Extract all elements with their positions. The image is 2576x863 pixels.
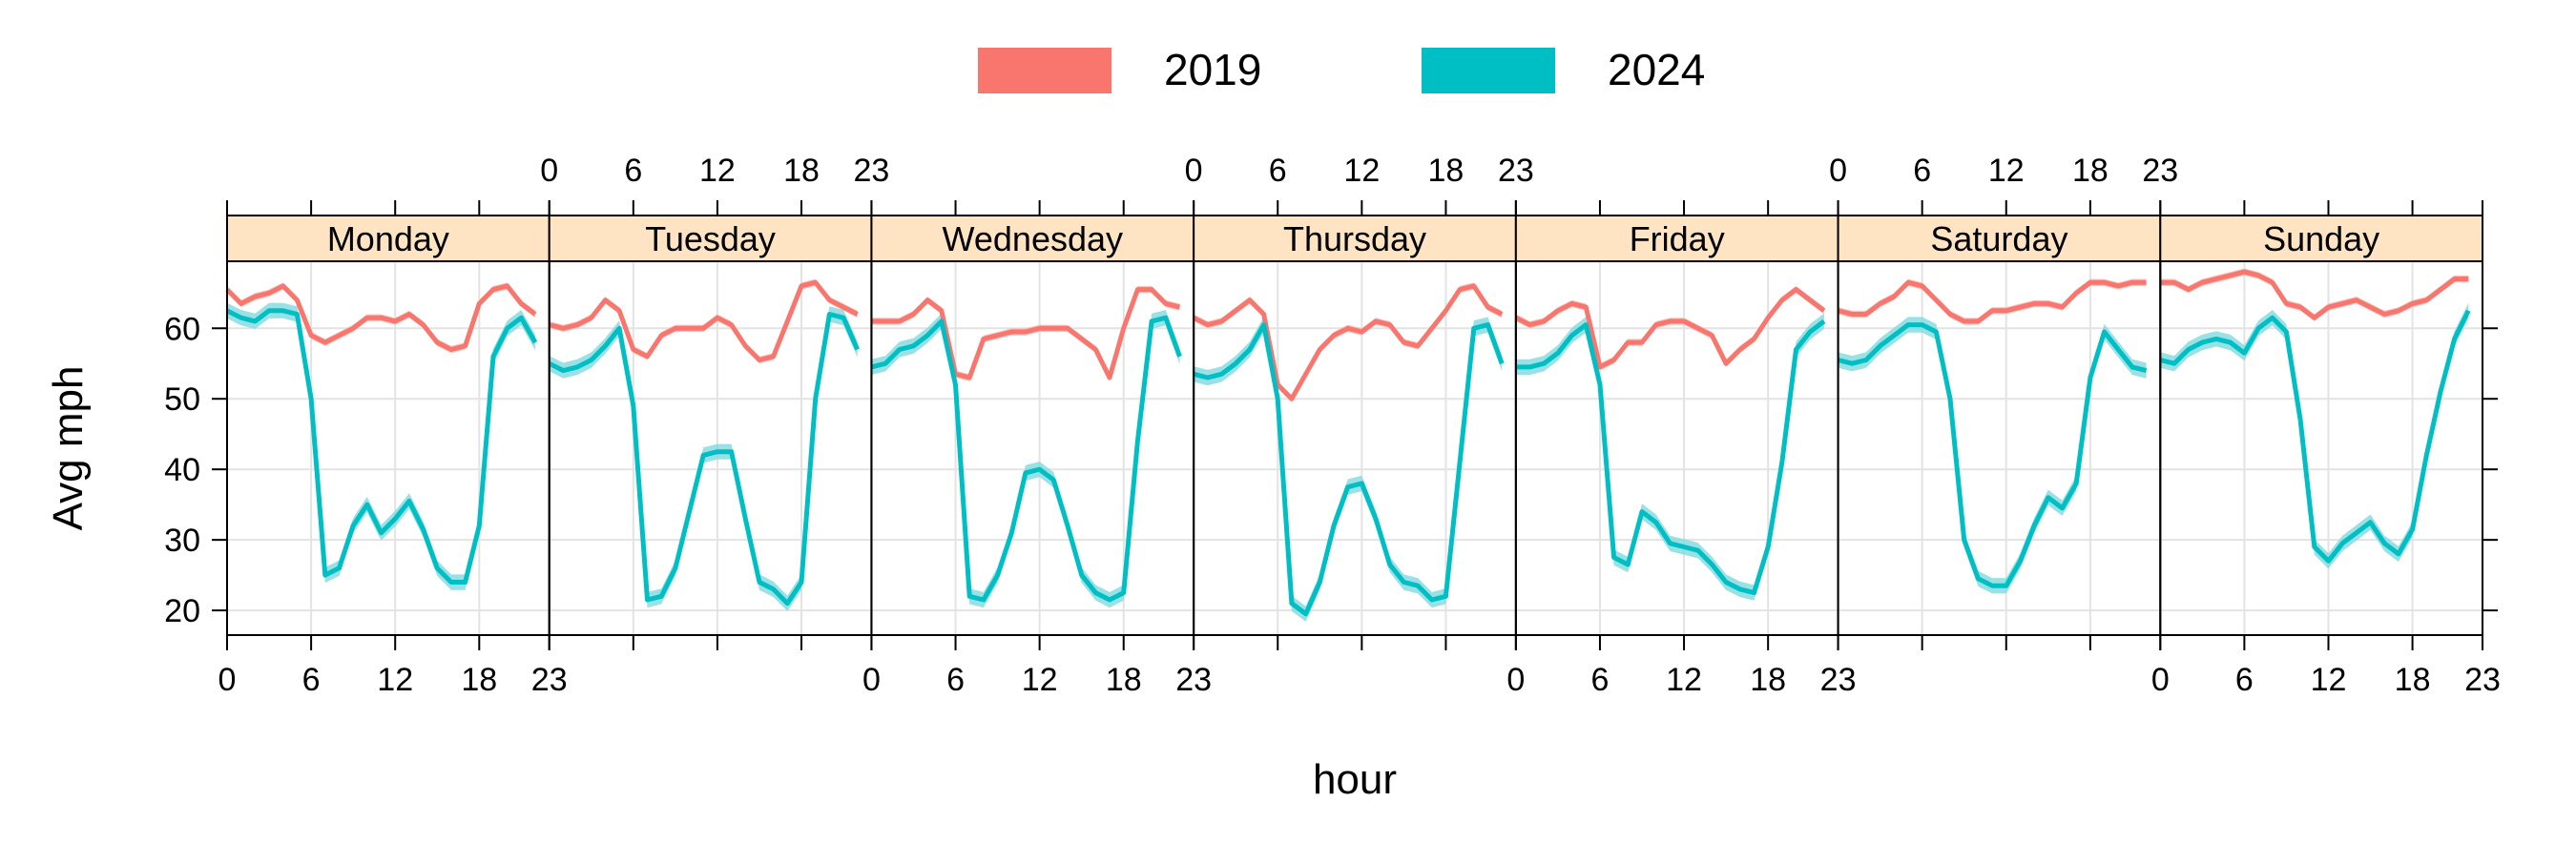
confidence-bands <box>227 268 2469 622</box>
x-tick-label: 23 <box>854 153 890 189</box>
strip-label-friday: Friday <box>1630 219 1725 258</box>
x-tick-label: 12 <box>1343 153 1380 189</box>
panel-frame-friday <box>1514 260 1839 636</box>
y-tick-label: 40 <box>164 452 200 488</box>
series-2019-monday <box>225 283 537 352</box>
band-2019-thursday <box>1194 282 1503 402</box>
legend: 2019 2024 <box>978 45 1705 94</box>
legend-label-2024: 2024 <box>1608 45 1705 94</box>
series-2019-sunday <box>2160 269 2469 320</box>
x-tick-label: 23 <box>2142 153 2178 189</box>
series-2024-wednesday <box>870 315 1182 603</box>
x-tick-label: 18 <box>461 662 497 698</box>
series-2024-saturday <box>1837 322 2148 588</box>
axes: 0 6 12 18 23 0 6 12 18 23 0 6 12 18 23 0 6 12 18 23 0 6 12 18 23… <box>45 153 2501 803</box>
x-tick-label: 12 <box>377 662 413 698</box>
band-2024-wednesday <box>871 310 1180 608</box>
x-tick-label: 12 <box>2311 662 2347 698</box>
series-2024-monday <box>225 308 538 585</box>
series-2019-tuesday <box>549 279 859 362</box>
series-2024-thursday <box>1193 322 1505 617</box>
series-2019-friday <box>1514 287 1826 370</box>
x-tick-label: 6 <box>1269 153 1287 189</box>
x-tick-label: 18 <box>783 153 820 189</box>
grid-lines <box>226 261 2483 635</box>
strip-label-monday: Monday <box>327 219 449 258</box>
x-tick-label: 0 <box>1506 662 1525 698</box>
strip-label-thursday: Thursday <box>1283 219 1426 258</box>
y-tick-label: 60 <box>164 311 200 347</box>
y-axis-title: Avg mph <box>45 366 92 531</box>
series-2019-saturday <box>1837 279 2147 324</box>
x-tick-label: 23 <box>531 662 568 698</box>
series-2024-tuesday <box>548 312 860 606</box>
panel-frame-thursday <box>1193 260 1517 636</box>
x-tick-label: 6 <box>302 662 321 698</box>
band-2024-friday <box>1515 313 1824 601</box>
strip-label-tuesday: Tuesday <box>645 219 776 258</box>
y-tick-label: 20 <box>164 593 200 629</box>
x-tick-label: 23 <box>1498 153 1534 189</box>
series-2024-friday <box>1515 318 1826 596</box>
x-tick-label: 6 <box>624 153 642 189</box>
series-2019-wednesday <box>871 287 1181 380</box>
y-tick-label: 50 <box>164 381 200 418</box>
x-tick-label: 23 <box>2464 662 2501 698</box>
x-tick-label: 6 <box>1590 662 1609 698</box>
x-tick-label: 12 <box>1666 662 1702 698</box>
band-2024-saturday <box>1838 317 2147 594</box>
strip-label-wednesday: Wednesday <box>943 219 1123 258</box>
x-tick-label: 18 <box>1106 662 1142 698</box>
x-tick-label: 12 <box>1022 662 1058 698</box>
x-tick-label: 0 <box>540 153 558 189</box>
x-tick-label: 6 <box>2235 662 2254 698</box>
x-tick-label: 0 <box>1185 153 1203 189</box>
x-tick-label: 6 <box>946 662 965 698</box>
x-tick-label: 23 <box>1175 662 1212 698</box>
x-tick-label: 12 <box>699 153 736 189</box>
series-2019-thursday <box>1192 283 1504 401</box>
panel-frame-sunday <box>2159 260 2483 636</box>
x-tick-label: 23 <box>1820 662 1857 698</box>
strip-tuesday <box>548 215 873 262</box>
x-tick-label: 0 <box>1829 153 1847 189</box>
legend-label-2019: 2019 <box>1164 45 1261 94</box>
panel-frame-wednesday <box>870 260 1195 636</box>
series-2024-sunday <box>2159 309 2471 564</box>
strip-thursday <box>1193 215 1517 262</box>
legend-swatch-2019 <box>978 48 1111 93</box>
strip-wednesday <box>870 215 1195 262</box>
strip-sunday <box>2159 215 2483 262</box>
strip-label-saturday: Saturday <box>1930 219 2067 258</box>
x-tick-label: 0 <box>2151 662 2170 698</box>
x-tick-label: 18 <box>1750 662 1786 698</box>
x-tick-label: 12 <box>1988 153 2025 189</box>
strip-label-sunday: Sunday <box>2263 219 2379 258</box>
band-2024-monday <box>227 302 535 590</box>
series-lines <box>225 269 2471 617</box>
x-tick-label: 18 <box>2395 662 2431 698</box>
band-2019-sunday <box>2160 268 2469 321</box>
x-axis-title: hour <box>1313 756 1397 803</box>
panel-frames: Monday Tuesday Wednesday Thursday Friday Satu… <box>226 215 2483 636</box>
x-tick-label: 18 <box>1428 153 1465 189</box>
legend-swatch-2024 <box>1422 48 1555 93</box>
y-tick-label: 30 <box>164 523 200 559</box>
x-tick-label: 18 <box>2072 153 2109 189</box>
x-tick-label: 0 <box>862 662 881 698</box>
x-tick-label: 6 <box>1913 153 1931 189</box>
x-tick-label: 0 <box>218 662 237 698</box>
